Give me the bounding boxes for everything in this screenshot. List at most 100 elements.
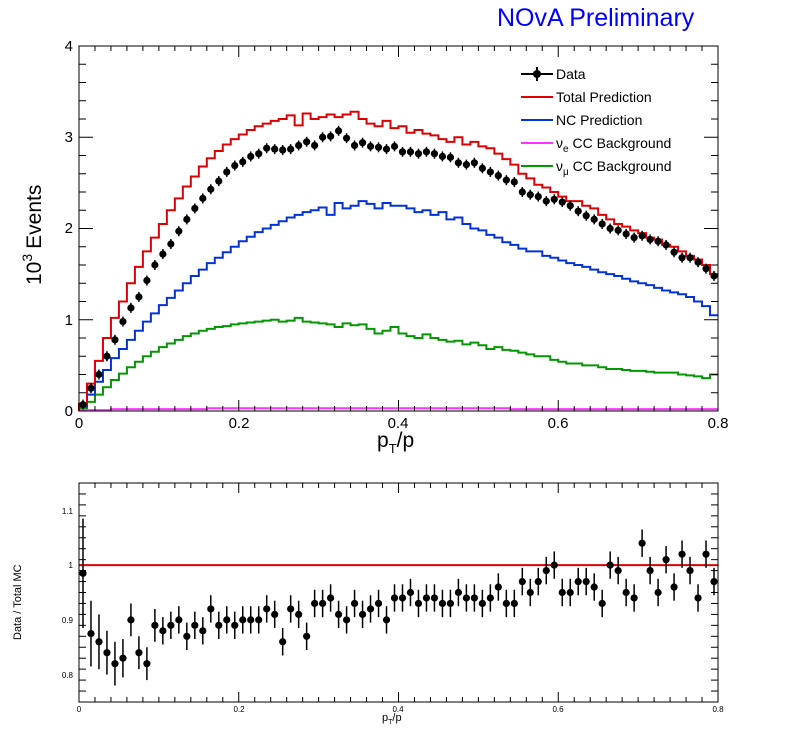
data-point	[350, 141, 359, 150]
ratio-point	[382, 616, 391, 624]
ratio-point	[654, 588, 662, 597]
data-point	[358, 139, 367, 147]
top-y-tick-labels: 0 1 2 3 4	[65, 38, 73, 420]
data-point	[494, 171, 502, 180]
top-panel: 0 0.2 0.4 0.6 0.8 0 1 2 3 4 103Events pT…	[19, 38, 728, 456]
data-point	[558, 198, 566, 206]
ratio-point	[135, 649, 143, 657]
data-point	[422, 148, 431, 156]
data-point	[622, 230, 630, 238]
ratio-point	[231, 621, 239, 629]
ratio-point	[686, 567, 694, 575]
ratio-point	[350, 599, 359, 608]
data-point	[486, 168, 494, 176]
ratio-point	[271, 610, 279, 619]
ratio-point	[702, 550, 710, 558]
ratio-point	[207, 605, 215, 613]
ratio-point	[175, 616, 183, 624]
data-point	[215, 177, 223, 185]
bottom-ticks	[78, 482, 719, 703]
data-point	[430, 150, 439, 158]
ratio-point	[502, 599, 510, 608]
top-y-tick-label: 1	[65, 312, 73, 329]
data-point	[398, 148, 407, 156]
ratio-point	[287, 605, 295, 613]
data-point	[151, 261, 159, 269]
bottom-x-tick-labels: 0 0.2 0.4 0.6 0.8	[77, 705, 724, 714]
data-point	[502, 176, 510, 184]
ratio-points	[79, 518, 718, 686]
ratio-point	[646, 567, 654, 575]
bottom-y-tick-label: 0.8	[62, 671, 74, 680]
data-point	[295, 141, 303, 150]
top-x-tick-label: 0.2	[229, 415, 250, 432]
ratio-point	[247, 616, 255, 624]
ratio-point	[446, 599, 455, 608]
top-y-tick-label: 0	[65, 403, 73, 420]
ratio-point	[454, 588, 463, 597]
data-point	[534, 192, 542, 201]
ratio-point	[534, 577, 542, 586]
ratio-point	[670, 583, 678, 591]
data-point	[191, 204, 199, 213]
legend: Data Total Prediction NC Prediction νe C…	[521, 66, 671, 178]
ratio-point	[638, 539, 646, 547]
legend-item-nue: νe CC Background	[521, 135, 671, 155]
top-y-tick-label: 3	[65, 129, 73, 146]
ratio-point	[478, 599, 486, 608]
legend-label: NC Prediction	[556, 112, 642, 128]
top-x-tick-label: 0.8	[708, 415, 729, 432]
top-y-tick-label: 4	[65, 38, 73, 55]
data-point	[319, 133, 327, 141]
ratio-point	[526, 588, 534, 597]
ratio-point	[255, 616, 263, 624]
ratio-point	[630, 594, 638, 602]
ratio-point	[550, 561, 558, 569]
data-point	[287, 145, 295, 153]
ratio-point	[470, 594, 478, 602]
data-point	[231, 161, 239, 170]
data-point	[478, 164, 486, 172]
data-point	[590, 215, 598, 223]
data-point	[678, 254, 686, 262]
data-point	[199, 194, 207, 202]
ratio-point	[334, 610, 343, 619]
ratio-point	[518, 577, 526, 586]
data-point	[271, 145, 279, 153]
ratio-point	[311, 599, 319, 608]
ratio-point	[215, 621, 223, 629]
ratio-point	[486, 594, 494, 602]
bottom-y-axis-label: Data / Total MC	[12, 564, 24, 640]
data-point	[382, 145, 391, 153]
data-point	[374, 143, 383, 151]
data-point	[446, 153, 455, 161]
ratio-point	[582, 577, 590, 586]
data-point	[702, 265, 710, 273]
data-point	[438, 152, 447, 161]
bottom-panel: 0 0.2 0.4 0.6 0.8 0.8 0.9 1 1.1 Data / T…	[12, 482, 724, 726]
bottom-plot-frame	[78, 482, 719, 703]
legend-item-numu: νμ CC Background	[521, 158, 671, 178]
data-point	[710, 272, 718, 280]
total-curve	[78, 110, 718, 411]
top-x-tick-label: 0.6	[548, 415, 569, 432]
data-point	[143, 276, 151, 285]
data-point	[646, 235, 654, 244]
data-point	[311, 141, 319, 150]
ratio-point	[303, 632, 311, 640]
data-point	[614, 226, 622, 234]
ratio-point	[406, 588, 415, 597]
page-title: NOvA Preliminary	[497, 4, 695, 32]
ratio-point	[223, 616, 231, 624]
ratio-point	[127, 616, 135, 624]
bottom-x-axis-label: pT/p	[382, 712, 402, 726]
ratio-point	[598, 599, 606, 608]
ratio-point	[510, 599, 518, 608]
ratio-point	[342, 616, 351, 624]
ratio-point	[622, 588, 630, 597]
data-point	[542, 197, 550, 205]
ratio-point	[119, 654, 127, 662]
legend-label: νμ CC Background	[556, 158, 671, 178]
data-point	[207, 185, 215, 193]
data-point	[79, 401, 87, 409]
